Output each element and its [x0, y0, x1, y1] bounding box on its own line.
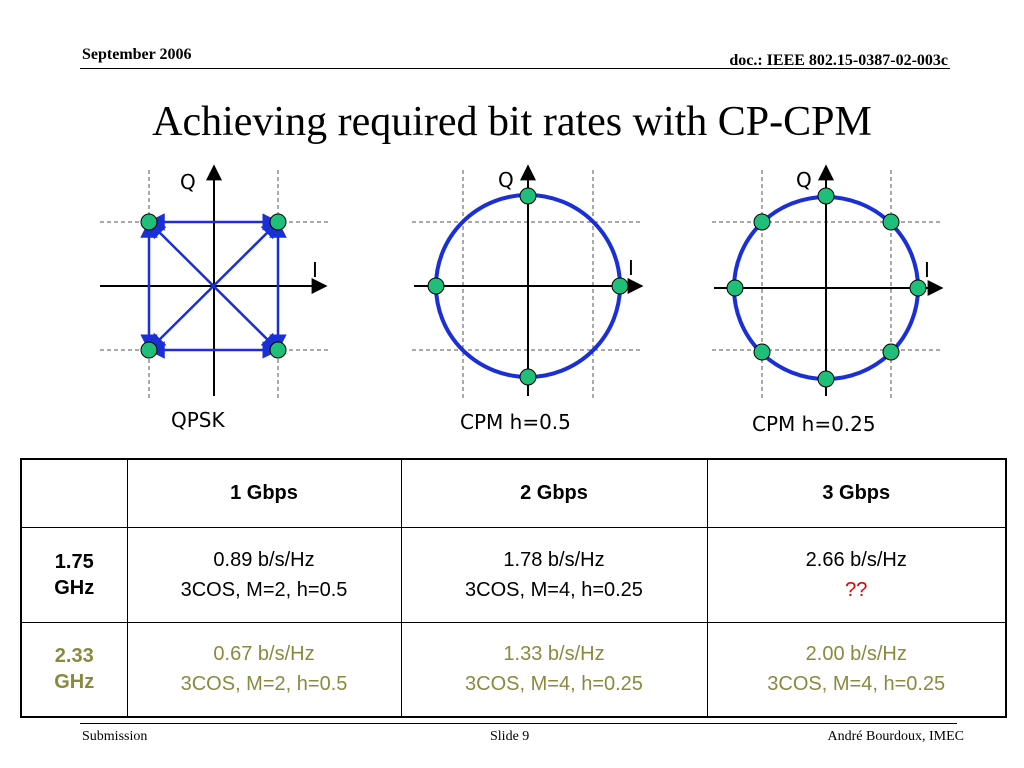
constellation-point: [140, 341, 158, 359]
constellation-point: [817, 370, 835, 388]
table-header-row: 1 Gbps 2 Gbps 3 Gbps: [20, 458, 1007, 528]
constellation-point: [726, 279, 744, 297]
qpsk-transitions: [140, 213, 287, 359]
footer-author: André Bourdoux, IMEC: [827, 729, 965, 744]
qpsk-points: [140, 213, 287, 359]
constellation-point: [882, 213, 900, 231]
table-header-cell: 1 Gbps: [126, 458, 402, 528]
spectral-efficiency: 0.89 b/s/Hz: [213, 548, 315, 571]
table-cell: 1.78 b/s/Hz 3COS, M=4, h=0.25: [400, 526, 708, 623]
constellation-point: [753, 343, 771, 361]
cpm05-caption: CPM h=0.5: [460, 410, 571, 434]
header-doc-id: doc.: IEEE 802.15-0387-02-003c: [729, 52, 948, 69]
constellation-point: [519, 187, 537, 205]
cpm025-i-label: I: [924, 258, 930, 282]
constellation-point: [269, 341, 287, 359]
table-header-cell: 3 Gbps: [706, 458, 1007, 528]
constellation-point: [753, 213, 771, 231]
spectral-efficiency: 0.67 b/s/Hz: [213, 643, 315, 666]
constellation-svg: [100, 164, 944, 400]
footer-slide-number: Slide 9: [490, 729, 530, 744]
header-divider: [80, 68, 950, 69]
modulation-config-unknown: ??: [845, 578, 868, 601]
header-date: September 2006: [82, 46, 192, 63]
cpm05-q-label: Q: [498, 168, 514, 192]
table-cell: 0.67 b/s/Hz 3COS, M=2, h=0.5: [126, 621, 402, 718]
table-cell: 2.00 b/s/Hz 3COS, M=4, h=0.25: [706, 621, 1007, 718]
footer-submission: Submission: [82, 729, 148, 744]
qpsk-i-label: I: [312, 258, 318, 282]
spectral-efficiency: 2.00 b/s/Hz: [805, 643, 907, 666]
slide-title: Achieving required bit rates with CP-CPM: [152, 99, 872, 145]
footer-divider: [80, 723, 957, 724]
spectral-efficiency: 1.33 b/s/Hz: [503, 643, 605, 666]
constellation-point: [882, 343, 900, 361]
cpm025-diagram: [712, 164, 944, 400]
table-header-cell: 2 Gbps: [400, 458, 708, 528]
table-row: 2.33 GHz 0.67 b/s/Hz 3COS, M=2, h=0.5 1.…: [20, 621, 1007, 718]
qpsk-caption: QPSK: [171, 408, 225, 432]
row-label-text: 2.33 GHz: [54, 645, 95, 694]
modulation-config: 3COS, M=4, h=0.25: [465, 578, 643, 601]
constellation-point: [611, 277, 629, 295]
cpm05-points: [427, 187, 629, 386]
qpsk-q-label: Q: [180, 170, 196, 194]
cpm025-caption: CPM h=0.25: [752, 412, 876, 436]
row-label-bandwidth: 1.75 GHz: [20, 526, 128, 623]
modulation-config: 3COS, M=2, h=0.5: [180, 578, 348, 601]
row-label-text: 1.75 GHz: [54, 550, 95, 599]
constellation-point: [140, 213, 158, 231]
bitrate-table: 1 Gbps 2 Gbps 3 Gbps 1.75 GHz 0.89 b/s/H…: [20, 458, 1007, 718]
table-cell: 2.66 b/s/Hz ??: [706, 526, 1007, 623]
modulation-config: 3COS, M=4, h=0.25: [767, 673, 946, 696]
table-row: 1.75 GHz 0.89 b/s/Hz 3COS, M=2, h=0.5 1.…: [20, 526, 1007, 623]
spectral-efficiency: 2.66 b/s/Hz: [805, 548, 907, 571]
constellation-point: [817, 187, 835, 205]
constellation-point: [269, 213, 287, 231]
modulation-config: 3COS, M=2, h=0.5: [180, 673, 348, 696]
cpm05-diagram: [412, 164, 644, 400]
constellation-point: [519, 368, 537, 386]
modulation-config: 3COS, M=4, h=0.25: [465, 673, 643, 696]
constellation-diagrams: Q I Q I Q I QPSK CPM h=0.5 CPM h=0.25: [0, 150, 1024, 450]
cpm025-q-label: Q: [796, 168, 812, 192]
table-cell: 0.89 b/s/Hz 3COS, M=2, h=0.5: [126, 526, 402, 623]
row-label-bandwidth: 2.33 GHz: [20, 621, 128, 718]
table-cell: 1.33 b/s/Hz 3COS, M=4, h=0.25: [400, 621, 708, 718]
cpm025-points: [726, 187, 927, 388]
spectral-efficiency: 1.78 b/s/Hz: [503, 548, 605, 571]
qpsk-diagram: [100, 164, 328, 400]
constellation-point: [909, 279, 927, 297]
cpm05-i-label: I: [628, 256, 634, 280]
constellation-point: [427, 277, 445, 295]
table-header-cell: [20, 458, 128, 528]
